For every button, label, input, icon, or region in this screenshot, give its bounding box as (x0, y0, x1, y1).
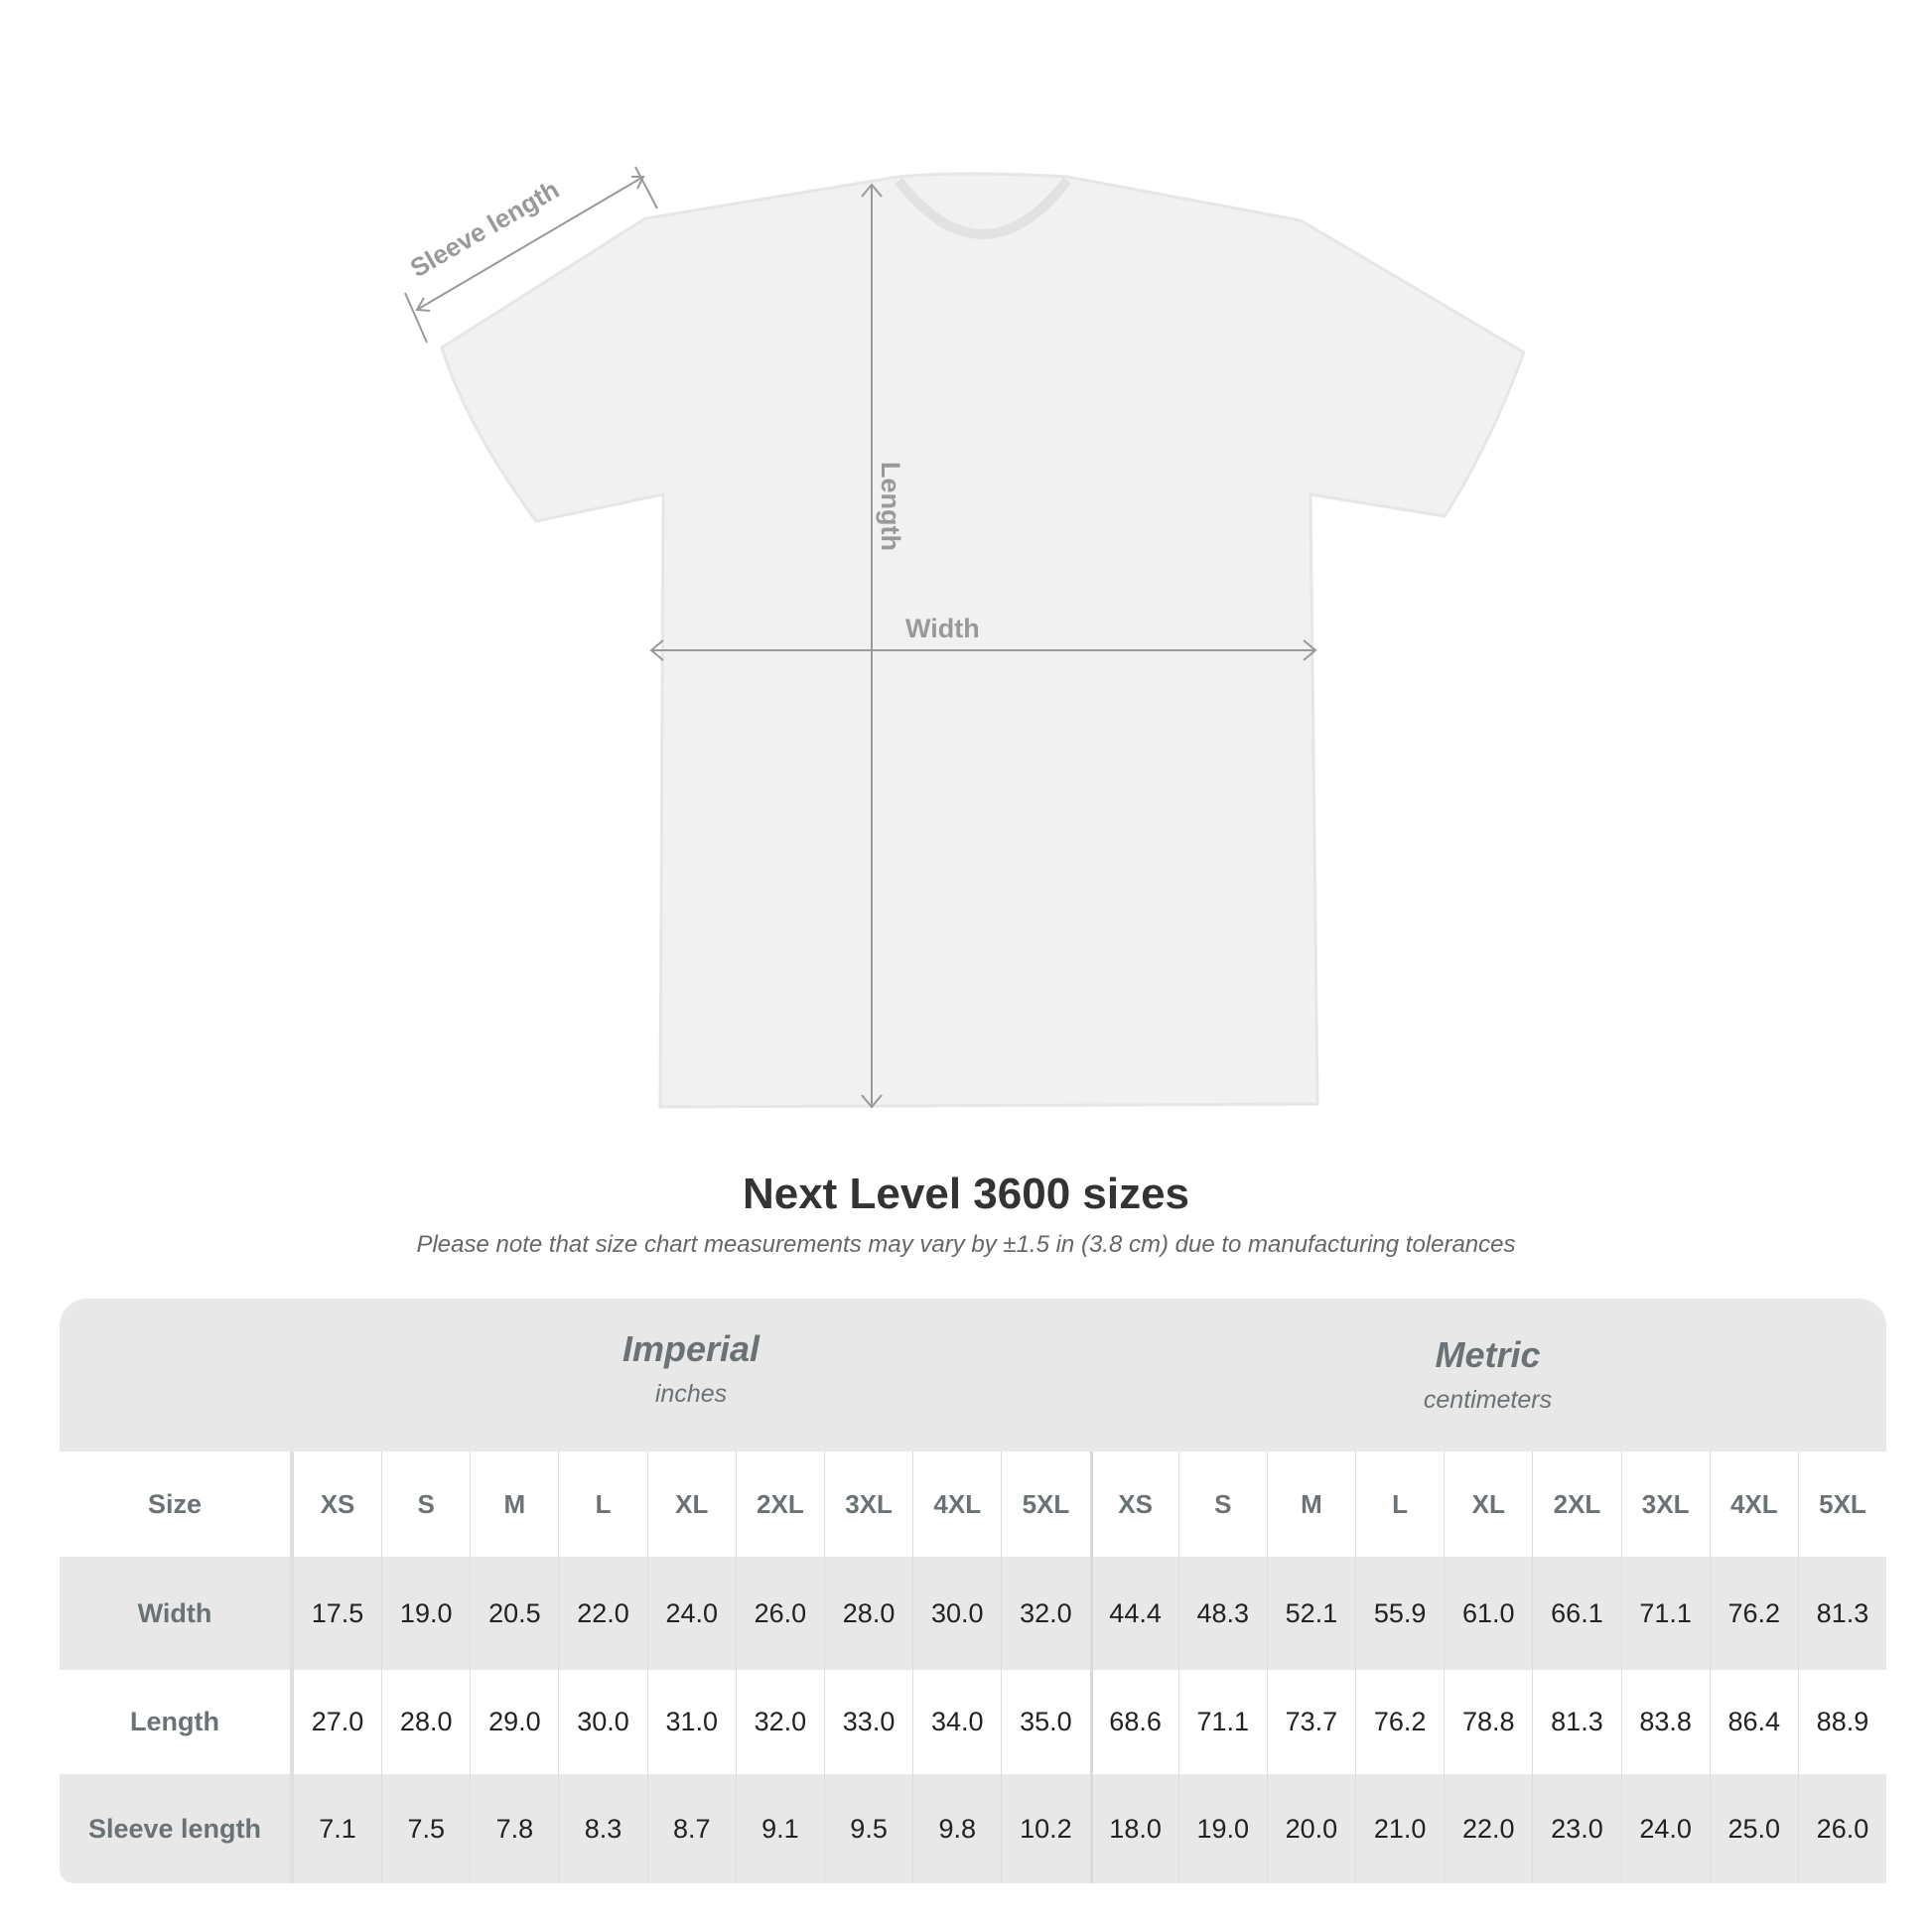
sleeve-label: Sleeve length (405, 174, 564, 283)
value-cell: 20.0 (1266, 1774, 1355, 1883)
value-cell: 8.3 (558, 1774, 646, 1883)
value-cell: 25.0 (1709, 1774, 1798, 1883)
metric-unit: centimeters (1423, 1386, 1553, 1414)
value-cell: 23.0 (1532, 1774, 1620, 1883)
value-cell: 52.1 (1266, 1557, 1355, 1670)
value-cell: 88.9 (1797, 1670, 1886, 1774)
value-cell: 19.0 (381, 1557, 470, 1670)
value-cell: 10.2 (1001, 1774, 1089, 1883)
size-metric-L: L (1355, 1451, 1444, 1557)
size-imperial-5XL: 5XL (1001, 1451, 1089, 1557)
value-cell: 22.0 (558, 1557, 646, 1670)
value-cell: 18.0 (1089, 1774, 1178, 1883)
size-header-row: Size XS S M L XL 2XL 3XL 4XL 5XL XS S M L XL 2XL 3XL 4XL 5… (60, 1451, 1886, 1557)
value-cell: 7.8 (470, 1774, 558, 1883)
size-metric-3XL: 3XL (1620, 1451, 1710, 1557)
table-row: Length 27.0 28.0 29.0 30.0 31.0 32.0 33.0 34.0 35… (60, 1670, 1886, 1774)
value-cell: 30.0 (558, 1670, 646, 1774)
value-cell: 61.0 (1444, 1557, 1532, 1670)
collar (895, 177, 1071, 239)
size-imperial-M: M (470, 1451, 558, 1557)
value-cell: 76.2 (1709, 1557, 1798, 1670)
value-cell: 17.5 (292, 1557, 381, 1670)
value-cell: 30.0 (912, 1557, 1001, 1670)
units-header (60, 1299, 1886, 1451)
value-cell: 9.8 (912, 1774, 1001, 1883)
value-cell: 21.0 (1355, 1774, 1444, 1883)
size-metric-5XL: 5XL (1797, 1451, 1886, 1557)
row-label: Length (60, 1670, 293, 1774)
value-cell: 26.0 (1797, 1774, 1886, 1883)
size-metric-M: M (1266, 1451, 1355, 1557)
value-cell: 78.8 (1444, 1670, 1532, 1774)
table-row: Sleeve length 7.1 7.5 7.8 8.3 8.7 9.1 9.5 9.8 10.… (60, 1774, 1886, 1883)
value-cell: 83.8 (1620, 1670, 1710, 1774)
value-cell: 33.0 (823, 1670, 912, 1774)
value-cell: 32.0 (1001, 1557, 1089, 1670)
value-cell: 28.0 (823, 1557, 912, 1670)
size-metric-2XL: 2XL (1532, 1451, 1620, 1557)
value-cell: 22.0 (1444, 1774, 1532, 1883)
value-cell: 9.1 (735, 1774, 824, 1883)
value-cell: 9.5 (823, 1774, 912, 1883)
value-cell: 24.0 (1620, 1774, 1710, 1883)
value-cell: 55.9 (1355, 1557, 1444, 1670)
imperial-name: Imperial (621, 1328, 760, 1369)
value-cell: 27.0 (292, 1670, 381, 1774)
value-cell: 7.1 (292, 1774, 381, 1883)
size-metric-S: S (1177, 1451, 1267, 1557)
imperial-header: Imperial inches (293, 1328, 1089, 1409)
value-cell: 29.0 (470, 1670, 558, 1774)
tshirt-shape (440, 172, 1526, 1109)
value-cell: 66.1 (1532, 1557, 1620, 1670)
value-cell: 86.4 (1709, 1670, 1798, 1774)
value-cell: 28.0 (381, 1670, 470, 1774)
tshirt-diagram: Sleeve length Length Width (404, 166, 1526, 1109)
value-cell: 81.3 (1532, 1670, 1620, 1774)
width-label: Width (905, 614, 980, 643)
value-cell: 32.0 (735, 1670, 824, 1774)
value-cell: 35.0 (1001, 1670, 1089, 1774)
value-cell: 68.6 (1089, 1670, 1178, 1774)
value-cell: 76.2 (1355, 1670, 1444, 1774)
size-imperial-S: S (381, 1451, 470, 1557)
size-imperial-XL: XL (646, 1451, 736, 1557)
value-cell: 48.3 (1177, 1557, 1267, 1670)
length-label: Length (876, 462, 905, 551)
value-cell: 44.4 (1089, 1557, 1178, 1670)
value-cell: 34.0 (912, 1670, 1001, 1774)
value-cell: 71.1 (1177, 1670, 1267, 1774)
size-imperial-XS: XS (292, 1451, 381, 1557)
size-imperial-3XL: 3XL (823, 1451, 912, 1557)
size-label: Size (60, 1451, 293, 1557)
size-imperial-2XL: 2XL (735, 1451, 824, 1557)
row-label: Sleeve length (60, 1774, 293, 1883)
tolerance-note: Please note that size chart measurements… (416, 1231, 1516, 1258)
value-cell: 7.5 (381, 1774, 470, 1883)
value-cell: 24.0 (646, 1557, 736, 1670)
row-label: Width (60, 1557, 293, 1670)
table-row: Width 17.5 19.0 20.5 22.0 24.0 26.0 28.0 30.0 32.… (60, 1557, 1886, 1670)
value-cell: 19.0 (1177, 1774, 1267, 1883)
value-cell: 31.0 (646, 1670, 736, 1774)
size-metric-XL: XL (1444, 1451, 1532, 1557)
value-cell: 26.0 (735, 1557, 824, 1670)
metric-name: Metric (1435, 1334, 1541, 1375)
imperial-unit: inches (654, 1380, 728, 1408)
sleeve-arrow (416, 176, 644, 311)
size-imperial-4XL: 4XL (912, 1451, 1001, 1557)
value-cell: 8.7 (646, 1774, 736, 1883)
size-metric-XS: XS (1089, 1451, 1178, 1557)
value-cell: 71.1 (1620, 1557, 1710, 1670)
size-metric-4XL: 4XL (1709, 1451, 1798, 1557)
value-cell: 73.7 (1266, 1670, 1355, 1774)
size-imperial-L: L (558, 1451, 646, 1557)
metric-header: Metric centimeters (1089, 1334, 1886, 1415)
chart-title: Next Level 3600 sizes (742, 1170, 1190, 1218)
value-cell: 20.5 (470, 1557, 558, 1670)
value-cell: 81.3 (1797, 1557, 1886, 1670)
